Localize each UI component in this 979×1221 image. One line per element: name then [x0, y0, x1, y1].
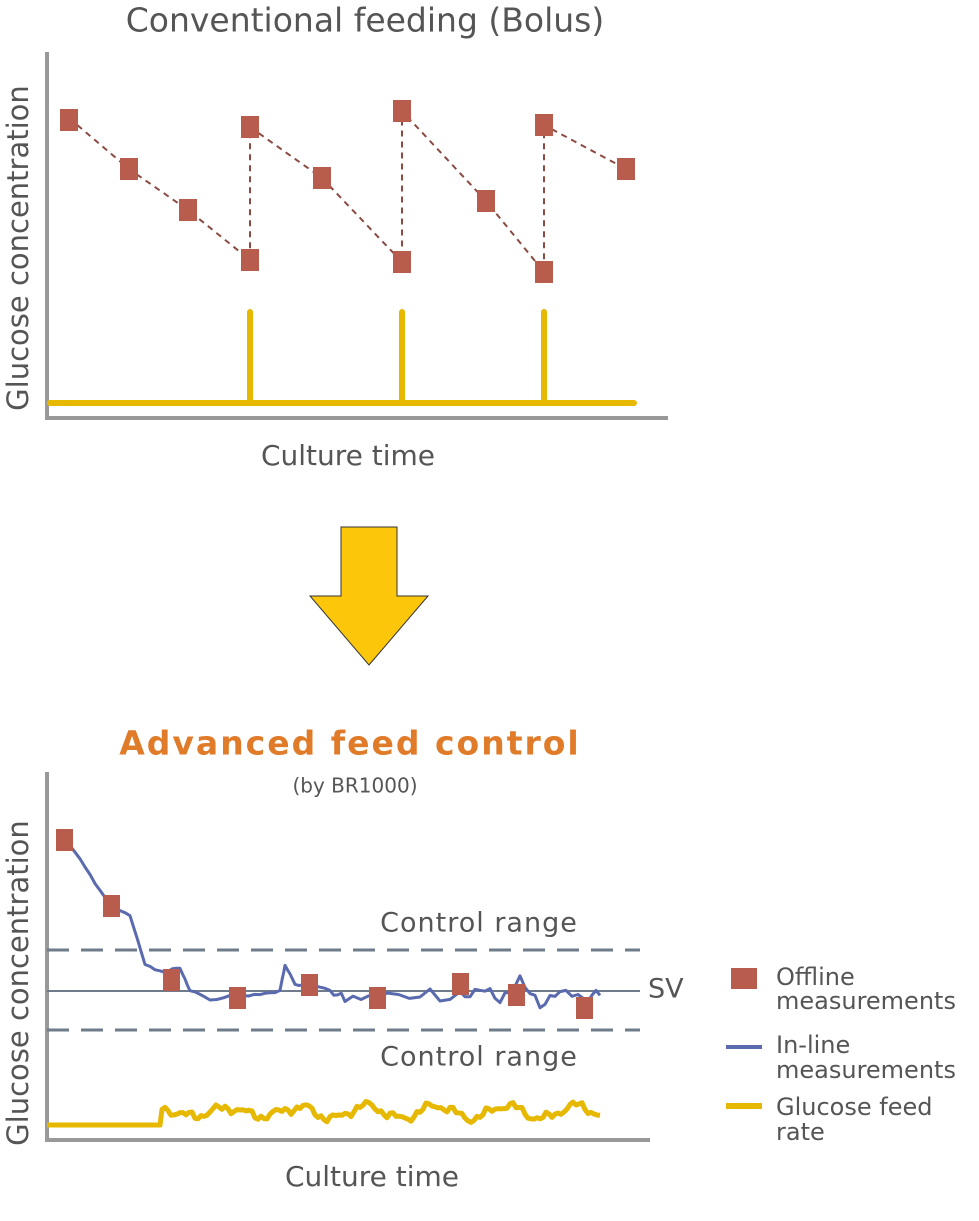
bolus-feed — [47, 309, 637, 406]
legend-label: Glucose feed — [776, 1093, 932, 1121]
legend-label: Offline — [776, 963, 855, 991]
top-x-label: Culture time — [261, 439, 435, 472]
offline-points — [60, 100, 635, 283]
legend-label: measurements — [776, 987, 956, 1015]
feed-rate-line — [47, 1098, 601, 1128]
arrow — [308, 526, 430, 666]
bottom-axes — [45, 772, 650, 1142]
setpoint-label: SV — [648, 974, 684, 1005]
bottom-title: Advanced feed control — [119, 724, 580, 763]
legend-label: measurements — [776, 1056, 956, 1084]
bottom-y-label: Glucose concentration — [1, 820, 35, 1146]
lower-band-label: Control range — [380, 1042, 578, 1073]
bottom-x-label: Culture time — [285, 1160, 459, 1193]
upper-band-label: Control range — [380, 908, 578, 939]
legend-label: rate — [776, 1118, 825, 1146]
bottom-subtitle: (by BR1000) — [292, 774, 417, 798]
top-y-label: Glucose concentration — [1, 85, 35, 411]
top-title: Conventional feeding (Bolus) — [126, 1, 605, 40]
top-axes — [45, 52, 668, 420]
legend-label: In-line — [776, 1031, 850, 1059]
offline-trend — [68, 108, 627, 275]
offline-points — [56, 829, 593, 1019]
legend-swatch — [731, 968, 757, 989]
